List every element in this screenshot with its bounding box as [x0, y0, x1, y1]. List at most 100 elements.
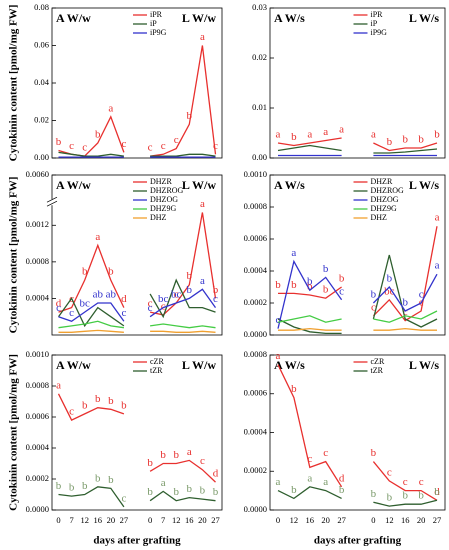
series-line	[277, 254, 438, 335]
significance-letter: a	[276, 350, 281, 362]
y-tick-label: 0.0006	[244, 233, 267, 243]
significance-letter: b	[434, 129, 440, 141]
group-label: L W/s	[409, 11, 439, 25]
legend-label: tZR	[371, 366, 384, 375]
significance-letter: b	[213, 486, 219, 498]
significance-letter: c	[213, 140, 218, 152]
significance-letter: a	[339, 124, 344, 136]
series-line	[57, 393, 216, 483]
significance-letter: d	[56, 298, 62, 310]
significance-letter: a	[276, 129, 281, 141]
y-tick-label: 0.0008	[26, 256, 49, 266]
x-tick-label: 20	[107, 515, 116, 525]
significance-letter: c	[121, 307, 126, 319]
y-axis-title: Cytokinin content [pmol/mg FW]	[8, 5, 20, 162]
significance-letter: b	[402, 297, 408, 309]
x-tick-label: 27	[211, 515, 220, 525]
group-label: A W/s	[274, 178, 305, 192]
plot-frame	[51, 354, 223, 511]
group-label: L W/w	[182, 178, 216, 192]
significance-letter: bc	[171, 289, 182, 301]
y-tick-label: 0.0010	[26, 349, 49, 359]
axis-break	[46, 196, 58, 203]
significance-letter: b	[371, 488, 377, 500]
significance-letter: b	[418, 490, 424, 502]
axis-break	[46, 200, 58, 207]
significance-letter: b	[95, 129, 101, 141]
plot-frame	[269, 7, 446, 159]
series-line	[277, 259, 438, 329]
significance-letter: c	[56, 302, 61, 314]
group-label: A W/w	[56, 11, 91, 25]
legend-label: DHZROG	[371, 186, 405, 195]
significance-letter: b	[82, 266, 88, 278]
significance-letter: d	[121, 293, 127, 305]
significance-letter: b	[307, 276, 313, 288]
significance-letter: b	[291, 279, 297, 291]
significance-letter: a	[323, 476, 328, 488]
significance-letter: a	[435, 260, 440, 272]
series-line	[58, 288, 217, 323]
significance-letter: bc	[79, 298, 90, 310]
significance-letter: a	[56, 379, 61, 391]
y-tick-label: 0.0004	[26, 442, 50, 452]
legend-label: DHZROG	[150, 186, 184, 195]
y-tick-label: 0.0008	[26, 380, 49, 390]
x-tick-label: 20	[417, 515, 426, 525]
x-tick-label: 27	[433, 515, 442, 525]
y-tick-label: 0.0004	[244, 426, 268, 436]
legend-label: DHZR	[150, 177, 172, 186]
series-line	[277, 310, 438, 323]
significance-letter: a	[95, 231, 100, 243]
significance-letter: b	[187, 284, 193, 296]
significance-letter: b	[82, 399, 88, 411]
y-axis-title: Cytokinin content [pmol/mg FW]	[8, 354, 20, 511]
series-line	[58, 329, 216, 333]
significance-letter: b	[291, 484, 297, 496]
significance-letter: d	[339, 472, 345, 484]
significance-letter: b	[147, 486, 153, 498]
significance-letter: b	[187, 270, 193, 282]
significance-letter: a	[161, 477, 166, 489]
significance-letter: b	[387, 136, 393, 148]
significance-letter: a	[200, 198, 205, 210]
significance-letter: c	[69, 307, 74, 319]
y-tick-label: 0.0006	[26, 411, 49, 421]
y-tick-label: 0.01	[252, 102, 267, 112]
significance-letter: c	[371, 301, 376, 313]
significance-letter: b	[82, 480, 88, 492]
x-tick-label: 12	[290, 515, 299, 525]
legend-label: DHZOG	[150, 195, 178, 204]
y-tick-label: 0.0008	[244, 201, 267, 211]
significance-letter: c	[161, 140, 166, 152]
x-tick-label: 20	[198, 515, 207, 525]
significance-letter: d	[213, 468, 219, 480]
significance-letter: b	[434, 486, 440, 498]
group-label: L W/w	[182, 358, 216, 372]
legend-label: DHZ	[150, 213, 167, 222]
significance-letter: a	[108, 102, 113, 114]
x-tick-label: 27	[120, 515, 129, 525]
significance-letter: b	[402, 134, 408, 146]
significance-letter: b	[387, 492, 393, 504]
legend-label: cZR	[371, 357, 385, 366]
x-tick-label: 12	[172, 515, 181, 525]
y-tick-label: 0.0006	[244, 388, 267, 398]
x-tick-label: 12	[80, 515, 89, 525]
significance-letter: b	[56, 136, 62, 148]
x-tick-label: 0	[56, 515, 60, 525]
significance-letter: c	[148, 298, 153, 310]
group-label: L W/s	[409, 178, 439, 192]
group-label: L W/s	[409, 358, 439, 372]
x-axis-title: days after grafting	[93, 535, 181, 547]
legend-label: DHZ9G	[150, 204, 176, 213]
series-line	[278, 327, 437, 331]
x-tick-label: 12	[385, 515, 394, 525]
legend-label: iPR	[371, 10, 384, 19]
significance-letter: c	[323, 447, 328, 459]
significance-letter: c	[174, 134, 179, 146]
legend-label: iP	[150, 19, 157, 28]
group-label: A W/w	[56, 358, 91, 372]
significance-letter: c	[174, 289, 179, 301]
